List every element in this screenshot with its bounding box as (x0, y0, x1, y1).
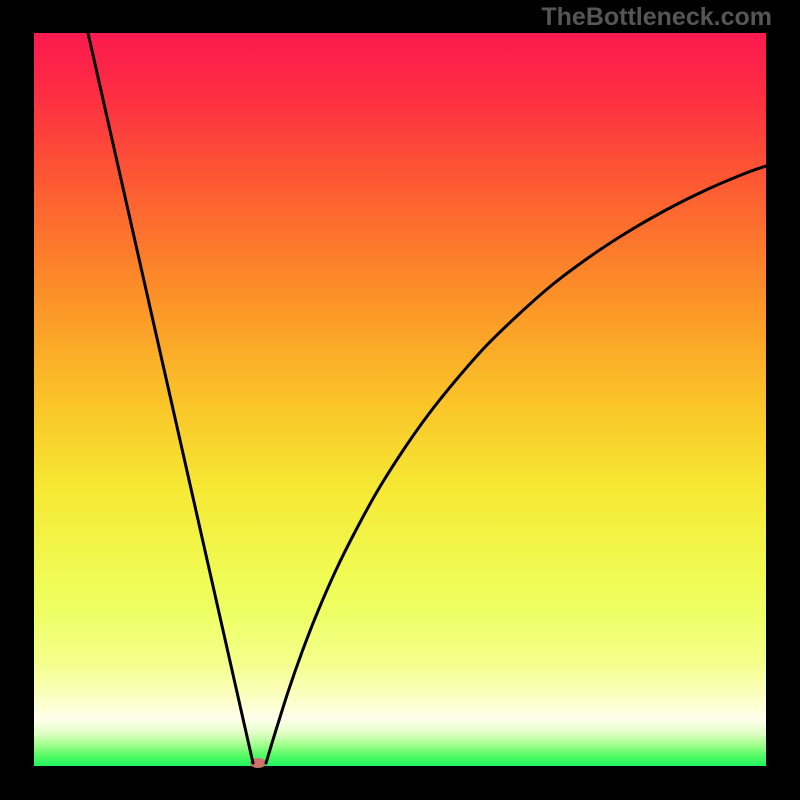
curve-layer (34, 33, 766, 766)
watermark-text: TheBottleneck.com (541, 3, 772, 32)
plot-area (34, 33, 766, 766)
bottleneck-curve (88, 33, 766, 763)
chart-stage: TheBottleneck.com (0, 0, 800, 800)
